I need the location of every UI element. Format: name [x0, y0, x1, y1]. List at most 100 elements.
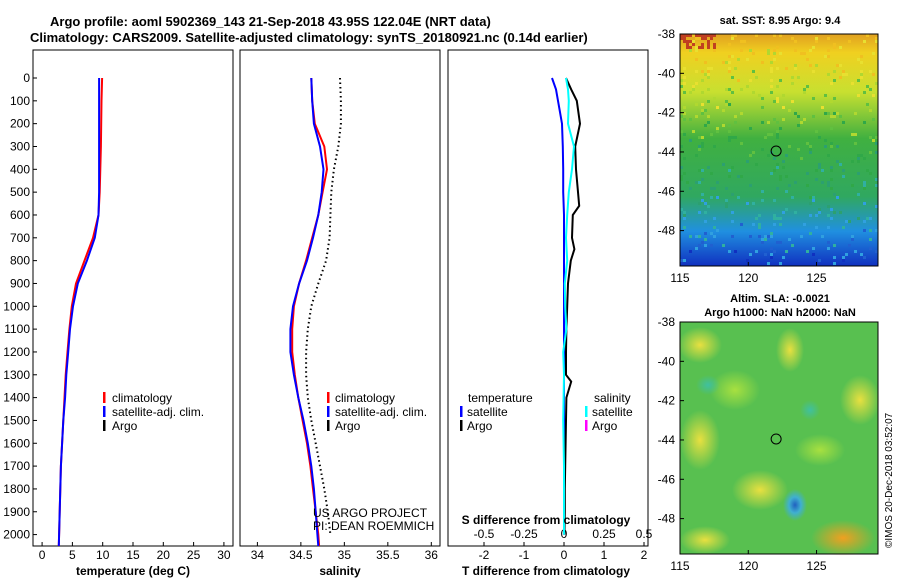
sst-pixel — [779, 79, 782, 82]
sst-pixel — [701, 142, 704, 145]
sst-pixel — [770, 247, 773, 250]
sst-pixel — [761, 121, 764, 124]
legend-label-climatology: climatology — [112, 391, 172, 405]
sst-pixel — [752, 91, 755, 94]
sst-pixel — [812, 70, 815, 73]
sst-pixel — [776, 241, 779, 244]
sst-pixel — [875, 151, 878, 154]
sst-pixel — [791, 100, 794, 103]
sst-pixel — [833, 112, 836, 115]
sst-pixel — [794, 49, 797, 52]
sst-pixel — [704, 244, 707, 247]
legend-swatch-temperature-satellite — [460, 406, 463, 417]
depth-tick-label: 1100 — [4, 322, 30, 336]
sst-pixel — [842, 256, 845, 259]
x-tick-label: 20 — [157, 548, 171, 562]
sst-pixel — [740, 223, 743, 226]
legend-label-temperature-satellite: satellite — [467, 405, 508, 419]
sst-pixel — [728, 136, 731, 139]
sst-pixel — [809, 64, 812, 67]
sst-pixel — [731, 55, 734, 58]
sst-pixel — [866, 34, 869, 37]
sst-pixel — [830, 178, 833, 181]
sst-pixel — [857, 94, 860, 97]
sst-pixel — [689, 118, 692, 121]
sst-pixel — [764, 238, 767, 241]
lat-tick-label: -40 — [658, 354, 676, 368]
sst-pixel — [800, 121, 803, 124]
sst-pixel — [866, 169, 869, 172]
sst-pixel — [854, 133, 857, 136]
sst-pixel — [761, 190, 764, 193]
sla-lat-axis: -38 -40 -42 -44 -46 -48 — [658, 315, 684, 526]
sst-pixel — [875, 184, 878, 187]
sst-pixel — [695, 235, 698, 238]
sst-pixel — [779, 223, 782, 226]
sst-pixel — [707, 100, 710, 103]
sst-pixel — [842, 169, 845, 172]
sst-pixel — [728, 130, 731, 133]
legend-label-satellite: satellite-adj. clim. — [335, 405, 427, 419]
sst-pixel — [734, 34, 737, 37]
sst-pixel — [701, 112, 704, 115]
sst-pixel — [683, 217, 686, 220]
sst-pixel — [707, 166, 710, 169]
sst-pixel — [716, 229, 719, 232]
sst-pixel — [860, 253, 863, 256]
sst-pixel — [749, 235, 752, 238]
sst-pixel — [725, 187, 728, 190]
sst-pixel — [683, 226, 686, 229]
sst-pixel — [755, 34, 758, 37]
sst-pixel — [689, 250, 692, 253]
sst-pixel — [857, 193, 860, 196]
depth-tick-label: 200 — [10, 117, 30, 131]
temperature-x-axis: 0 5 10 15 20 25 30 — [39, 542, 231, 562]
sst-pixel — [746, 85, 749, 88]
sst-pixel — [731, 37, 734, 40]
s-difference-tick-label: 0.5 — [636, 527, 653, 541]
sst-pixel — [683, 211, 686, 214]
sst-pixel — [680, 259, 683, 262]
sst-pixel — [770, 256, 773, 259]
sst-pixel — [776, 67, 779, 70]
sst-pixel — [779, 52, 782, 55]
sst-pixel — [770, 67, 773, 70]
sst-pixel — [836, 145, 839, 148]
sla-lon-axis: 115 120 125 — [670, 550, 827, 573]
sst-pixel — [854, 250, 857, 253]
sst-pixel — [704, 220, 707, 223]
sst-pixel — [851, 133, 854, 136]
sst-pixel — [806, 184, 809, 187]
sst-pixel — [737, 196, 740, 199]
sst-pixel — [830, 217, 833, 220]
sst-pixel — [833, 97, 836, 100]
sst-pixel — [698, 145, 701, 148]
depth-tick-label: 600 — [10, 208, 30, 222]
x-tick-label: 25 — [187, 548, 201, 562]
sst-pixel — [680, 85, 683, 88]
sst-pixel — [698, 235, 701, 238]
sst-pixel — [773, 100, 776, 103]
sst-pixel — [812, 196, 815, 199]
sst-pixel — [728, 61, 731, 64]
sst-pixel — [698, 169, 701, 172]
sst-pixel — [767, 49, 770, 52]
sst-pixel — [701, 178, 704, 181]
sst-pixel — [722, 61, 725, 64]
depth-tick-label: 700 — [10, 231, 30, 245]
sst-pixel — [860, 55, 863, 58]
salinity-panel: 34 34.5 35 35.5 36 salinity climatology sate… — [239, 49, 441, 578]
sst-pixel — [710, 37, 713, 40]
sst-lat-axis: -38 -40 -42 -44 -46 -48 — [658, 27, 684, 238]
sst-pixel — [806, 250, 809, 253]
sst-pixel — [827, 37, 830, 40]
argo-position-marker — [770, 145, 782, 157]
sst-pixel — [740, 175, 743, 178]
sst-pixel — [686, 43, 689, 46]
sst-pixel — [755, 217, 758, 220]
sst-pixel — [815, 214, 818, 217]
x-tick-label: 34 — [251, 548, 265, 562]
x-tick-label: 1 — [601, 548, 608, 562]
sst-pixel — [833, 244, 836, 247]
credit-line-2: PI: DEAN ROEMMICH — [313, 519, 434, 533]
